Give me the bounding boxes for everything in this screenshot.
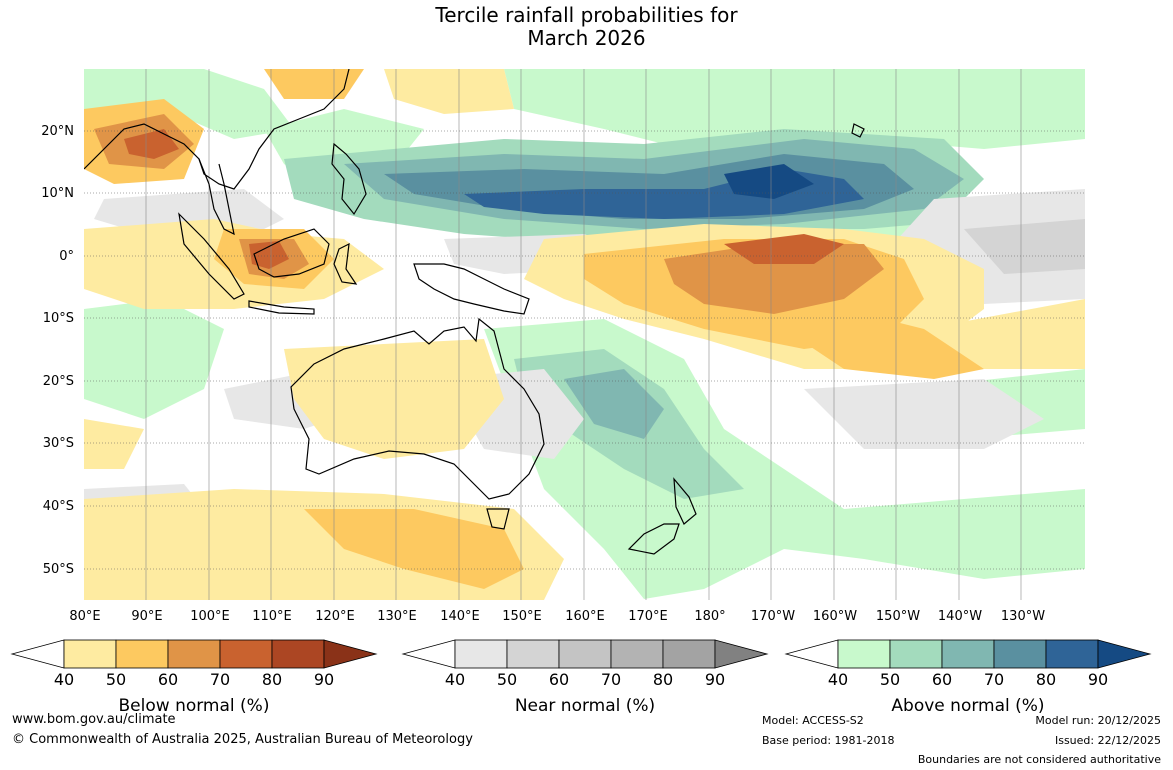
above-normal-tick-40: 40 bbox=[827, 670, 849, 689]
near-normal-tick-70: 70 bbox=[600, 670, 622, 689]
base-period-text: Base period: 1981-2018 bbox=[762, 734, 895, 747]
lon-label-140w: 140°W bbox=[937, 609, 983, 624]
near-normal-colorbar bbox=[401, 639, 769, 669]
below-normal-swatch-6 bbox=[323, 639, 378, 669]
mainland-asia-coastline bbox=[84, 69, 350, 190]
above-normal-tick-50: 50 bbox=[879, 670, 901, 689]
lon-label-130e: 130°E bbox=[377, 609, 417, 624]
philippines-coastline bbox=[331, 142, 367, 216]
lat-label-20n: 20°N bbox=[41, 124, 74, 139]
map-canvas bbox=[84, 69, 1085, 600]
above-normal-tick-60: 60 bbox=[931, 670, 953, 689]
lon-label-160e: 160°E bbox=[565, 609, 605, 624]
below-normal-regions bbox=[84, 69, 1085, 600]
lon-label-170e: 170°E bbox=[628, 609, 668, 624]
sumatra-coastline bbox=[178, 212, 245, 300]
above-normal-tick-90: 90 bbox=[1087, 670, 1109, 689]
above-normal-swatch-4 bbox=[993, 639, 1047, 669]
near-normal-tick-40: 40 bbox=[444, 670, 466, 689]
above-normal-swatch-3 bbox=[941, 639, 995, 669]
below-normal-swatch-5 bbox=[271, 639, 325, 669]
above-normal-tick-70: 70 bbox=[983, 670, 1005, 689]
below-normal-colorbar bbox=[10, 639, 378, 669]
sulawesi-coastline bbox=[333, 242, 358, 285]
model-run-text: Model run: 20/12/2025 bbox=[1035, 714, 1161, 727]
below-normal-tick-50: 50 bbox=[105, 670, 127, 689]
lat-label-40s: 40°S bbox=[42, 499, 74, 514]
lon-label-100e: 100°E bbox=[190, 609, 230, 624]
below-normal-tick-80: 80 bbox=[261, 670, 283, 689]
tasmania-coastline bbox=[486, 508, 510, 530]
model-text: Model: ACCESS-S2 bbox=[762, 714, 864, 727]
near-normal-tick-80: 80 bbox=[652, 670, 674, 689]
lon-label-160w: 160°W bbox=[812, 609, 858, 624]
below-normal-swatch-4 bbox=[219, 639, 273, 669]
new-zealand-north-coastline bbox=[673, 477, 697, 525]
above-normal-tick-80: 80 bbox=[1035, 670, 1057, 689]
near-normal-swatch-4 bbox=[610, 639, 664, 669]
above-normal-swatch-5 bbox=[1045, 639, 1099, 669]
lat-label-10n: 10°N bbox=[41, 186, 74, 201]
new-guinea-coastline bbox=[413, 263, 530, 315]
below-normal-title: Below normal (%) bbox=[118, 696, 270, 716]
gridlines bbox=[84, 130, 1085, 570]
meridians bbox=[145, 69, 1022, 600]
near-normal-tick-60: 60 bbox=[548, 670, 570, 689]
issued-text: Issued: 22/12/2025 bbox=[1054, 734, 1161, 747]
near-normal-swatch-6 bbox=[714, 639, 769, 669]
lat-label-50s: 50°S bbox=[42, 562, 74, 577]
below-normal-tick-70: 70 bbox=[209, 670, 231, 689]
below-normal-tick-60: 60 bbox=[157, 670, 179, 689]
copyright-text: © Commonwealth of Australia 2025, Austra… bbox=[12, 732, 473, 747]
near-normal-swatch-2 bbox=[506, 639, 560, 669]
title-line-1: Tercile rainfall probabilities for bbox=[435, 3, 738, 27]
lon-label-90e: 90°E bbox=[131, 609, 163, 624]
hawaii-coastline bbox=[851, 123, 865, 138]
below-normal-tick-90: 90 bbox=[313, 670, 335, 689]
lon-label-180: 180° bbox=[694, 609, 726, 624]
australia-coastline bbox=[290, 317, 545, 500]
below-normal-tick-40: 40 bbox=[53, 670, 75, 689]
title-line-2: March 2026 bbox=[527, 26, 646, 50]
new-zealand-south-coastline bbox=[627, 523, 680, 555]
above-normal-swatch-6 bbox=[1097, 639, 1152, 669]
map-title: Tercile rainfall probabilities for March… bbox=[0, 4, 1173, 50]
above-normal-swatch-1 bbox=[837, 639, 891, 669]
near-normal-swatch-3 bbox=[558, 639, 612, 669]
below-normal-swatch-3 bbox=[167, 639, 221, 669]
lon-label-140e: 140°E bbox=[440, 609, 480, 624]
java-coastline bbox=[248, 300, 315, 315]
borneo-coastline bbox=[253, 228, 330, 278]
near-normal-tick-50: 50 bbox=[496, 670, 518, 689]
near-normal-title: Near normal (%) bbox=[514, 696, 656, 716]
lon-label-150w: 150°W bbox=[875, 609, 921, 624]
near-normal-swatch-1 bbox=[454, 639, 508, 669]
lat-label-30s: 30°S bbox=[42, 436, 74, 451]
rainfall-probability-map bbox=[84, 69, 1085, 600]
above-normal-swatch-0 bbox=[784, 639, 839, 669]
above-normal-swatch-2 bbox=[889, 639, 943, 669]
lat-label-0: 0° bbox=[59, 249, 74, 264]
lat-label-20s: 20°S bbox=[42, 374, 74, 389]
near-normal-swatch-0 bbox=[401, 639, 456, 669]
lon-label-110e: 110°E bbox=[252, 609, 292, 624]
below-normal-swatch-2 bbox=[115, 639, 169, 669]
bom-climate-link[interactable]: www.bom.gov.au/climate bbox=[12, 712, 176, 727]
malay-peninsula-coastline bbox=[198, 158, 235, 236]
above-normal-colorbar bbox=[784, 639, 1152, 669]
lat-label-10s: 10°S bbox=[42, 311, 74, 326]
below-normal-swatch-0 bbox=[10, 639, 65, 669]
near-normal-tick-90: 90 bbox=[704, 670, 726, 689]
coastlines bbox=[84, 69, 865, 555]
lon-label-120e: 120°E bbox=[315, 609, 355, 624]
lon-label-150e: 150°E bbox=[502, 609, 542, 624]
boundaries-disclaimer: Boundaries are not considered authoritat… bbox=[917, 753, 1161, 766]
lon-label-130w: 130°W bbox=[1000, 609, 1046, 624]
lon-label-80e: 80°E bbox=[69, 609, 101, 624]
below-normal-swatch-1 bbox=[63, 639, 117, 669]
above-normal-title: Above normal (%) bbox=[891, 696, 1045, 716]
near-normal-swatch-5 bbox=[662, 639, 716, 669]
lon-label-170w: 170°W bbox=[750, 609, 796, 624]
